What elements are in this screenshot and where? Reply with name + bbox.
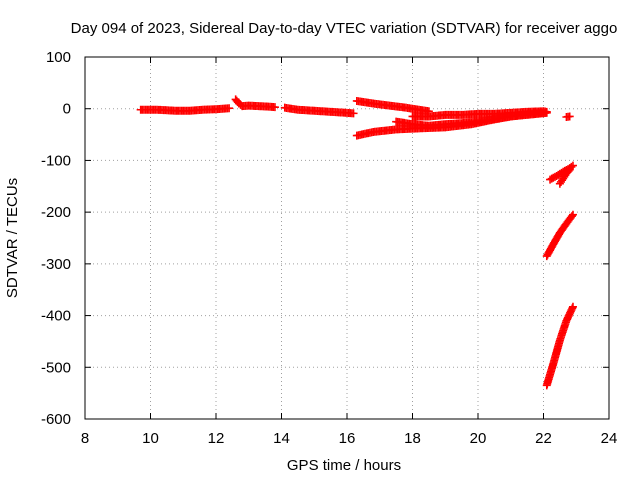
data-points <box>136 95 577 390</box>
x-tick-label: 24 <box>601 430 618 447</box>
y-tick-label: -400 <box>41 308 71 325</box>
y-tick-label: -100 <box>41 152 71 169</box>
data-point <box>568 302 577 311</box>
x-tick-label: 16 <box>339 430 356 447</box>
y-axis-label: SDTVAR / TECUs <box>4 178 21 298</box>
y-tick-label: -200 <box>41 204 71 221</box>
chart-title: Day 094 of 2023, Sidereal Day-to-day VTE… <box>71 20 618 37</box>
y-tick-label: 100 <box>46 49 71 66</box>
data-point <box>568 161 577 170</box>
data-point <box>568 210 577 219</box>
x-tick-label: 12 <box>208 430 225 447</box>
axis-ticks: 8 10 12 14 16 18 20 22 24 100 0 -100 -200 -300 -400 -50… <box>41 49 617 447</box>
y-tick-label: -500 <box>41 359 71 376</box>
grid <box>85 57 609 419</box>
x-tick-label: 8 <box>81 430 89 447</box>
data-point <box>542 107 551 116</box>
data-point <box>567 212 576 221</box>
data-point <box>225 104 234 113</box>
x-tick-label: 18 <box>404 430 421 447</box>
plot-frame <box>84 56 610 420</box>
x-tick-label: 22 <box>535 430 552 447</box>
x-tick-label: 10 <box>142 430 159 447</box>
data-point <box>564 166 573 175</box>
x-tick-label: 14 <box>273 430 290 447</box>
data-point <box>565 112 574 121</box>
x-axis-label: GPS time / hours <box>287 457 401 474</box>
data-point <box>349 109 358 118</box>
data-point <box>565 165 574 174</box>
y-tick-label: -300 <box>41 256 71 273</box>
y-tick-label: 0 <box>63 101 71 118</box>
y-tick-label: -600 <box>41 411 71 428</box>
data-point <box>270 103 279 112</box>
x-tick-label: 20 <box>470 430 487 447</box>
